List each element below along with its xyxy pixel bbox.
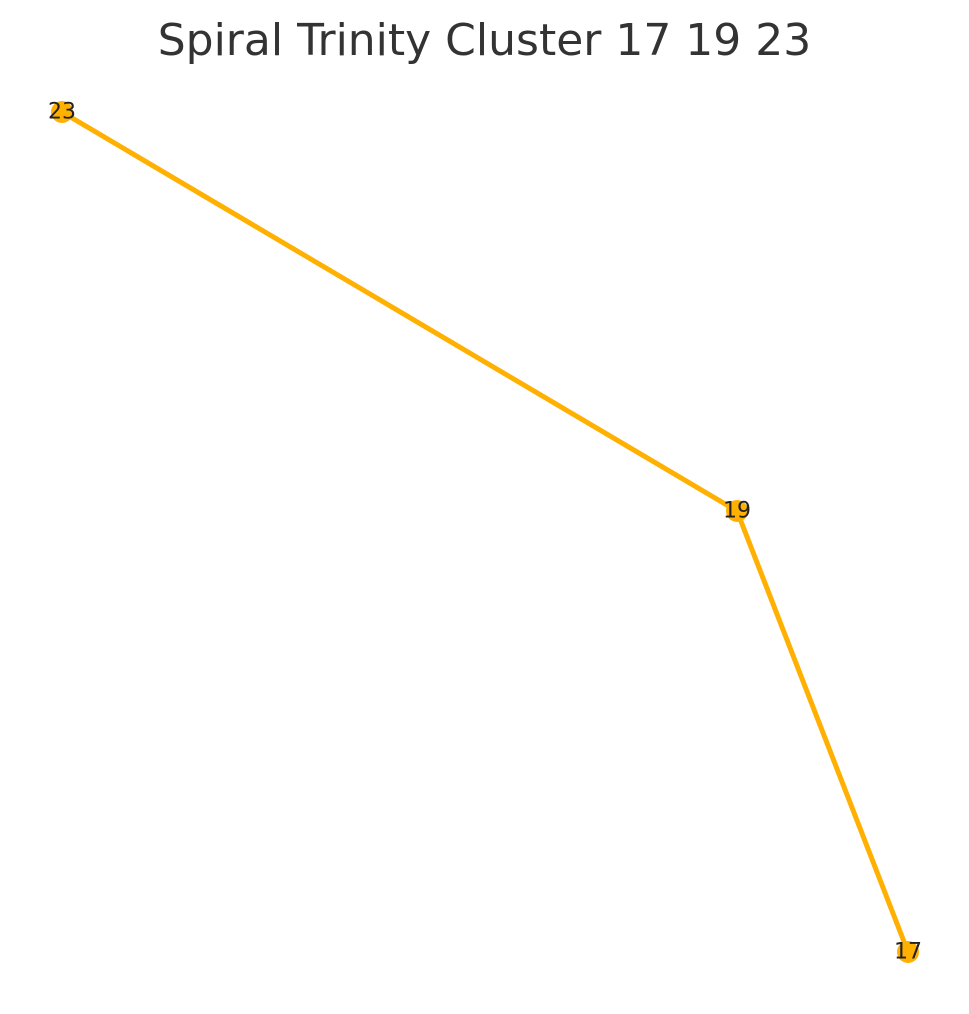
edge-23-19 <box>59 109 740 514</box>
edge-19-17 <box>734 508 911 955</box>
figure-title: Spiral Trinity Cluster 17 19 23 <box>158 15 812 66</box>
nodes-layer: 23 19 17 <box>48 100 922 965</box>
node-17: 17 <box>894 940 922 965</box>
node-marker <box>51 101 73 123</box>
node-marker <box>726 500 748 522</box>
node-label: 19 <box>723 499 751 524</box>
node-23: 23 <box>48 100 76 125</box>
node-marker <box>897 941 919 963</box>
node-label: 23 <box>48 100 76 125</box>
edges-layer <box>59 109 911 955</box>
node-19: 19 <box>723 499 751 524</box>
node-label: 17 <box>894 940 922 965</box>
